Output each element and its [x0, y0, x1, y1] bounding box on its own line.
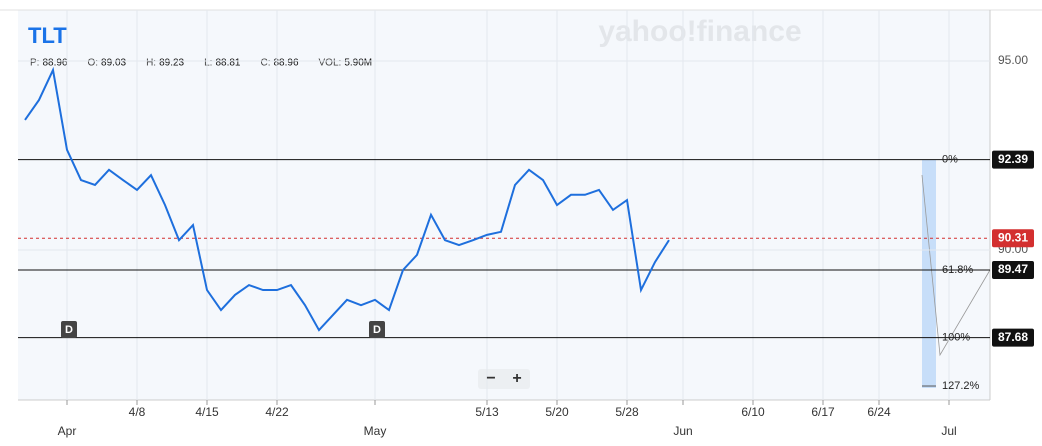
x-tick-label: Jul	[941, 424, 956, 438]
price-tag	[992, 150, 1034, 169]
price-tag	[992, 261, 1034, 279]
x-tick-label: 5/20	[545, 405, 569, 419]
fib-label: 127.2%	[942, 380, 980, 392]
price-tag-label: 87.68	[998, 330, 1028, 344]
stat-value: 89.03	[101, 58, 126, 69]
plot-area	[18, 10, 990, 400]
x-tick-label: 5/28	[615, 405, 639, 419]
zoom-controls	[478, 369, 530, 389]
stat-value: 88.81	[215, 58, 240, 69]
x-tick-label: 6/17	[811, 405, 835, 419]
stat-label: VOL:	[319, 58, 342, 69]
x-tick-label: Jun	[673, 424, 692, 438]
ticker: TLT	[28, 23, 67, 48]
fib-label: 0%	[942, 154, 958, 166]
fib-guide	[921, 174, 991, 357]
x-tick-label: Apr	[58, 424, 77, 438]
stat-value: 88.96	[273, 58, 298, 69]
event-label: D	[373, 324, 381, 336]
price-tag	[992, 328, 1034, 347]
projection-band	[922, 160, 936, 388]
x-tick-label: 4/22	[265, 405, 289, 419]
stat-value: 88.96	[42, 58, 67, 69]
fib-label: 100%	[942, 332, 970, 344]
x-tick-label: 6/10	[741, 405, 765, 419]
fib-label: 61.8%	[942, 264, 973, 276]
zoom-button[interactable]: +	[512, 370, 521, 387]
stat-label: C:	[260, 58, 270, 69]
event-label: D	[65, 324, 73, 336]
x-tick-label: 5/13	[475, 405, 499, 419]
zoom-button[interactable]: −	[486, 370, 495, 387]
price-tag-label: 89.47	[998, 262, 1028, 276]
stat-value: 5.90M	[344, 58, 372, 69]
stat-label: P:	[30, 58, 39, 69]
stat-value: 89.23	[159, 58, 184, 69]
x-tick-label: 6/24	[867, 405, 891, 419]
last-price-label: 90.31	[998, 230, 1028, 244]
y-tick-label: 95.00	[998, 53, 1028, 67]
x-tick-label: 4/8	[129, 405, 146, 419]
price-tag-label: 92.39	[998, 152, 1028, 166]
price-line	[24, 66, 670, 332]
zoom-panel	[478, 369, 530, 389]
stat-label: O:	[87, 58, 98, 69]
last-price-tag	[992, 229, 1034, 248]
x-tick-label: 4/15	[195, 405, 219, 419]
event-badge	[369, 321, 385, 338]
stat-label: L:	[204, 58, 212, 69]
x-tick-label: May	[364, 424, 387, 438]
stat-label: H:	[146, 58, 156, 69]
event-badge	[61, 321, 77, 338]
watermark: yahoo!finance	[598, 15, 801, 48]
